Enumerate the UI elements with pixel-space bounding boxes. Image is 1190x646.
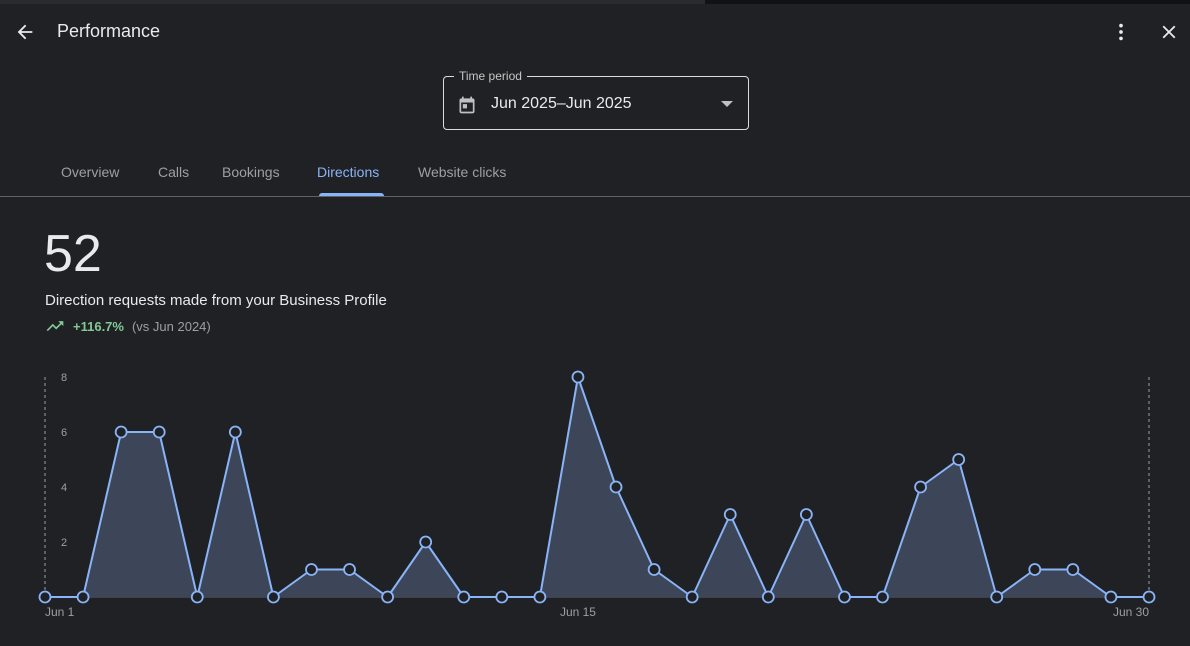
data-point: [533, 590, 547, 604]
more-vert-icon: [1119, 23, 1123, 41]
tab-directions[interactable]: Directions: [317, 164, 380, 180]
metric-change-row: +116.7% (vs Jun 2024): [45, 319, 211, 334]
header: Performance: [0, 8, 1190, 56]
window-top-strip: [0, 0, 705, 4]
series-line: [45, 376, 1149, 598]
data-point: [457, 590, 471, 604]
data-point: [76, 590, 90, 604]
data-point: [1104, 590, 1118, 604]
data-point: [38, 590, 52, 604]
close-icon: [1162, 25, 1176, 39]
metric-comparison: (vs Jun 2024): [131, 319, 211, 334]
active-tab-indicator: [319, 193, 384, 196]
data-point: [723, 508, 737, 521]
data-point: [152, 425, 166, 439]
dropdown-arrow-icon: [721, 101, 733, 107]
page-title: Performance: [57, 21, 161, 41]
data-point: [267, 590, 280, 604]
y-tick-label: 2: [61, 537, 67, 549]
data-point: [876, 590, 889, 604]
data-point: [1066, 563, 1080, 576]
data-point: [914, 480, 927, 494]
data-point: [799, 508, 813, 521]
y-tick-label: 6: [61, 427, 67, 439]
data-point: [228, 425, 242, 439]
data-point: [343, 563, 356, 576]
y-tick-label: 8: [61, 372, 67, 384]
data-point: [114, 425, 128, 439]
data-point: [838, 590, 851, 604]
trending-up-icon: [46, 320, 64, 331]
more-options-button[interactable]: [1103, 14, 1139, 50]
back-button[interactable]: [7, 14, 43, 50]
data-point: [381, 590, 395, 604]
x-tick-label: Jun 30: [1113, 605, 1149, 619]
y-tick-label: 4: [61, 482, 67, 494]
tab-bar: Overview Calls Bookings Directions Websi…: [0, 150, 1190, 197]
metric-description: Direction requests made from your Busine…: [45, 292, 387, 309]
data-point: [1028, 563, 1042, 576]
arrow-back-icon: [17, 24, 33, 40]
data-point: [990, 590, 1004, 604]
series-area: [45, 377, 1149, 597]
data-point: [952, 453, 966, 466]
data-point: [190, 590, 204, 604]
metric-value: 52: [44, 225, 102, 283]
time-period-select[interactable]: Time period Jun 2025–Jun 2025: [443, 69, 749, 130]
directions-chart: 2 4 6 8 Jun 1 Jun 15 Jun 30: [38, 370, 1156, 619]
time-period-label: Time period: [454, 69, 527, 83]
tab-overview[interactable]: Overview: [61, 164, 120, 180]
time-period-value: Jun 2025–Jun 2025: [491, 95, 632, 112]
x-tick-label: Jun 1: [45, 605, 75, 619]
data-point: [1142, 590, 1156, 604]
tab-calls[interactable]: Calls: [158, 164, 190, 180]
data-point: [419, 535, 433, 549]
tab-website-clicks[interactable]: Website clicks: [418, 164, 507, 180]
data-point: [495, 590, 509, 604]
data-point: [647, 563, 661, 576]
metric-change-percent: +116.7%: [73, 319, 124, 334]
data-point: [761, 590, 775, 604]
data-point: [571, 370, 585, 384]
close-button[interactable]: [1151, 14, 1187, 50]
window-top-strip-dark: [705, 0, 1190, 4]
data-point: [609, 480, 623, 494]
tab-bookings[interactable]: Bookings: [222, 164, 280, 180]
data-point: [305, 563, 318, 576]
data-point: [685, 590, 699, 604]
calendar-icon: [459, 96, 475, 114]
x-tick-label: Jun 15: [560, 605, 596, 619]
